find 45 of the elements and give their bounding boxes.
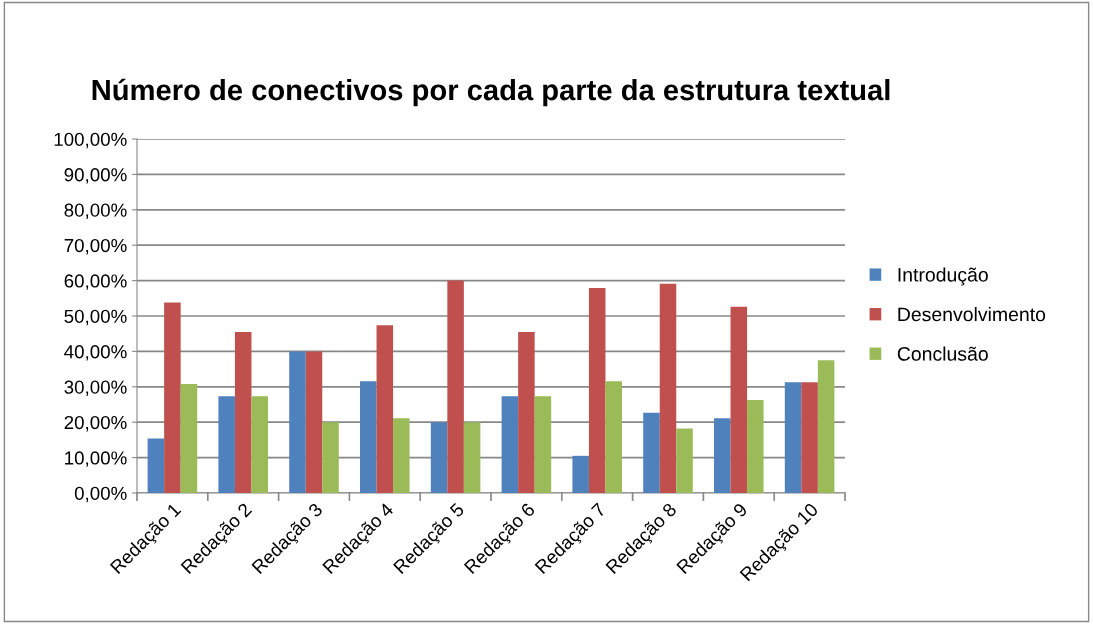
bar [518, 331, 535, 493]
bar [730, 306, 748, 493]
y-tick-label: 10,00% [65, 451, 127, 467]
bar [747, 399, 764, 493]
legend-label: Conclusão [897, 346, 988, 361]
y-tick-label: 60,00% [64, 274, 127, 290]
bar [234, 331, 252, 493]
bar [463, 422, 481, 493]
bar [164, 302, 181, 493]
bar [676, 428, 693, 493]
bar [784, 382, 802, 493]
y-tick-label: 0,00% [74, 486, 127, 503]
bar [817, 360, 835, 493]
y-tick-label: 100,00% [54, 132, 127, 149]
bar [305, 351, 323, 493]
y-tick-label: 20,00% [64, 415, 127, 432]
y-tick-label: 50,00% [64, 309, 127, 326]
bar [643, 412, 660, 493]
bar [180, 383, 198, 493]
bar [588, 288, 606, 493]
bar [572, 455, 589, 493]
y-tick-label: 30,00% [64, 380, 127, 396]
y-tick-label: 40,00% [64, 345, 127, 361]
bar [393, 418, 410, 493]
bar [376, 325, 394, 493]
bar [322, 422, 339, 493]
chart-title: Número de conectivos por cada parte da estrutura textual [92, 78, 890, 107]
bar [534, 396, 552, 493]
y-tick-label: 90,00% [64, 168, 127, 184]
bar [430, 422, 448, 493]
bar [218, 396, 235, 493]
bar [289, 351, 306, 493]
y-tick-label: 70,00% [64, 238, 127, 255]
bar [147, 438, 165, 493]
bar [501, 396, 519, 493]
bar [801, 382, 818, 493]
bar [714, 418, 731, 493]
bar [251, 396, 268, 493]
bar [605, 381, 622, 493]
y-tick-label: 80,00% [64, 203, 127, 219]
legend-label: Desenvolvimento [898, 306, 1046, 322]
legend-label: Introdução [898, 267, 988, 286]
bar [659, 283, 677, 493]
bar [447, 280, 464, 493]
bar [360, 381, 377, 493]
